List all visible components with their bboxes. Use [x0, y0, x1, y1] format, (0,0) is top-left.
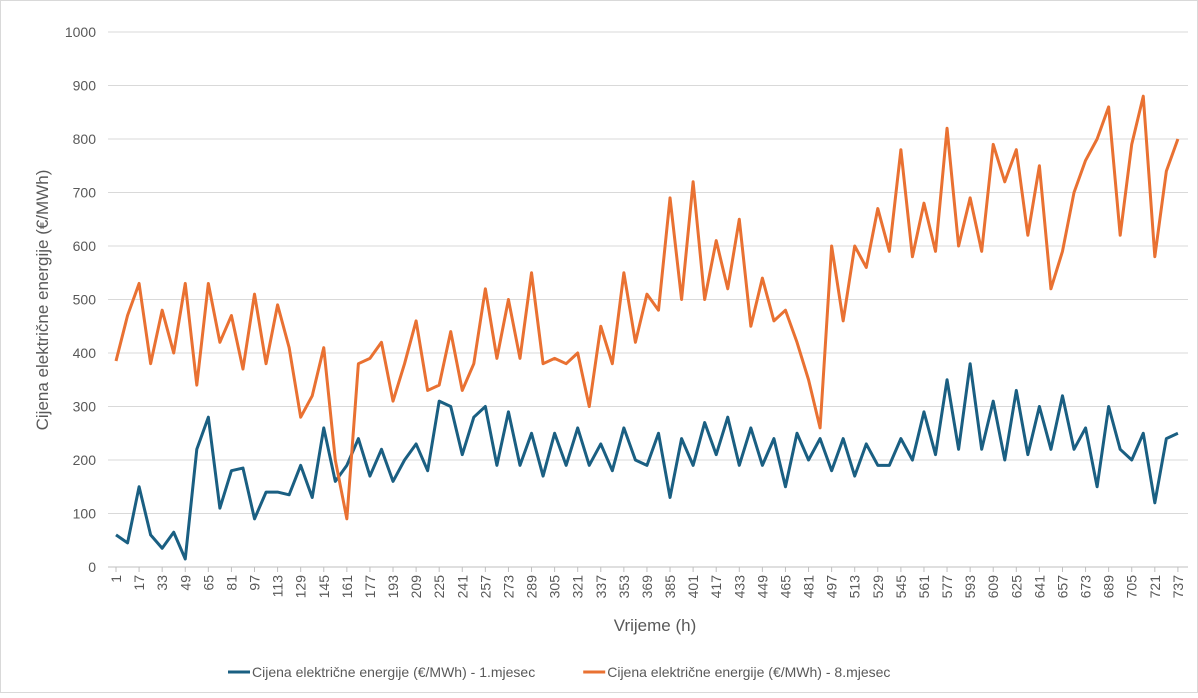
x-tick-label: 305	[547, 575, 563, 599]
x-tick-label: 433	[731, 575, 747, 599]
y-tick-label: 0	[88, 559, 96, 575]
y-axis-title: Cijena električne energije (€/MWh)	[33, 170, 52, 431]
x-tick-label: 497	[824, 575, 840, 599]
x-tick-label: 481	[801, 575, 817, 599]
y-tick-label: 300	[73, 399, 97, 415]
x-tick-label: 593	[962, 575, 978, 599]
x-tick-label: 561	[916, 575, 932, 599]
x-tick-label: 145	[316, 575, 332, 599]
y-tick-label: 900	[73, 78, 97, 94]
x-tick-label: 17	[131, 575, 147, 591]
x-tick-label: 1	[108, 575, 124, 583]
x-tick-label: 129	[293, 575, 309, 599]
x-tick-label: 545	[893, 575, 909, 599]
x-tick-label: 529	[870, 575, 886, 599]
x-tick-label: 33	[154, 575, 170, 591]
y-tick-label: 400	[73, 345, 97, 361]
x-tick-label: 65	[200, 575, 216, 591]
x-tick-label: 705	[1124, 575, 1140, 599]
x-tick-label: 449	[754, 575, 770, 599]
x-tick-label: 513	[847, 575, 863, 599]
y-tick-label: 800	[73, 131, 97, 147]
x-tick-label: 113	[270, 575, 286, 598]
x-tick-label: 465	[777, 575, 793, 599]
x-tick-label: 353	[616, 575, 632, 599]
y-tick-label: 1000	[65, 24, 96, 40]
x-tick-label: 289	[524, 575, 540, 599]
y-tick-label: 700	[73, 185, 97, 201]
x-tick-label: 177	[362, 575, 378, 599]
y-tick-label: 100	[73, 506, 97, 522]
x-tick-label: 689	[1101, 575, 1117, 599]
x-tick-label: 321	[570, 575, 586, 599]
x-tick-label: 337	[593, 575, 609, 599]
x-tick-label: 417	[708, 575, 724, 599]
x-tick-label: 641	[1031, 575, 1047, 599]
x-axis-title: Vrijeme (h)	[614, 616, 697, 635]
x-tick-label: 241	[454, 575, 470, 599]
x-tick-label: 625	[1008, 575, 1024, 599]
y-tick-label: 200	[73, 452, 97, 468]
series-line	[114, 94, 1180, 521]
x-tick-label: 193	[385, 575, 401, 599]
x-tick-label: 81	[223, 575, 239, 591]
x-tick-label: 657	[1054, 575, 1070, 599]
x-tick-label: 577	[939, 575, 955, 599]
x-tick-label: 369	[639, 575, 655, 599]
x-tick-label: 273	[500, 575, 516, 599]
legend-label: Cijena električne energije (€/MWh) - 8.m…	[607, 664, 890, 680]
series-line	[115, 362, 1179, 561]
x-tick-label: 721	[1147, 575, 1163, 599]
y-tick-label: 500	[73, 292, 97, 308]
x-tick-label: 673	[1078, 575, 1094, 599]
x-tick-label: 257	[477, 575, 493, 599]
y-tick-label: 600	[73, 238, 97, 254]
x-tick-label: 401	[685, 575, 701, 599]
x-tick-label: 385	[662, 575, 678, 599]
x-tick-label: 97	[247, 575, 263, 591]
x-tick-label: 737	[1170, 575, 1186, 599]
legend-label: Cijena električne energije (€/MWh) - 1.m…	[252, 664, 535, 680]
x-tick-label: 225	[431, 575, 447, 599]
x-tick-label: 49	[177, 575, 193, 591]
x-tick-label: 161	[339, 575, 355, 599]
x-tick-label: 609	[985, 575, 1001, 599]
x-tick-label: 209	[408, 575, 424, 599]
